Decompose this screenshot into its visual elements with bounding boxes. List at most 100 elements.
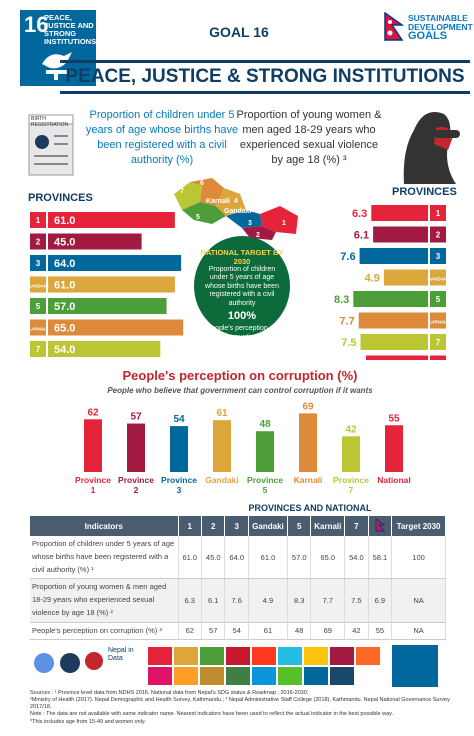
bar-right-value-0: 6.3 bbox=[352, 208, 367, 220]
corruption-value-7: 55 bbox=[388, 413, 400, 424]
map-label-7: 7 bbox=[180, 188, 184, 195]
bar-left-category-6: 7 bbox=[36, 345, 41, 354]
table-cell-0-8: 58.1 bbox=[368, 536, 393, 580]
bar-left-tab-6 bbox=[30, 341, 46, 357]
target-value2: 0% bbox=[234, 343, 250, 356]
goal-16-tile: 16 PEACE, JUSTICE AND STRONG INSTITUTION… bbox=[20, 10, 96, 86]
table-cell-1-0: Proportion of young women & men aged 18-… bbox=[30, 578, 179, 623]
corruption-bar-3 bbox=[213, 420, 231, 472]
page-title: PEACE, JUSTICE & STRONG INSTITUTIONS bbox=[60, 60, 470, 94]
partner-logos-row: Nepal in Data bbox=[30, 643, 440, 689]
bar-right-tab-1 bbox=[430, 226, 446, 243]
sdg-goal-tile-5 bbox=[252, 647, 276, 665]
corruption-category-2-1: 3 bbox=[177, 485, 182, 495]
corruption-chart: 62Province157Province254Province361Ganda… bbox=[75, 401, 411, 495]
sources-line3: Note : The data are not available with s… bbox=[30, 711, 394, 718]
bar-left-category-2: 3 bbox=[36, 259, 41, 268]
birth-registration-bars: 1 61.0 2 45.0 3 64.0 GANDAKI 61.0 5 57.0 KARNALI 65… bbox=[28, 212, 184, 357]
agency-logo-icon bbox=[85, 652, 103, 670]
sdg-goal-tile-14 bbox=[252, 667, 276, 685]
table-cell-2-0: People's perception on corruption (%) ³ bbox=[30, 622, 179, 641]
bar-right-tab-5 bbox=[430, 312, 446, 329]
corruption-category-5-0: Karnali bbox=[294, 475, 323, 485]
bar-left-tab-0 bbox=[30, 212, 46, 228]
corruption-chart-subtitle: People who believe that government can c… bbox=[107, 386, 373, 395]
table-cell-2-1: 62 bbox=[178, 622, 202, 641]
table-row: Proportion of young women & men aged 18-… bbox=[30, 578, 446, 623]
corruption-category-3-0: Gandaki bbox=[205, 475, 239, 485]
un-logo-icon bbox=[34, 653, 54, 673]
bar-left-5 bbox=[48, 319, 184, 336]
bar-left-tab-5 bbox=[30, 319, 46, 336]
table-header-1: 1 bbox=[178, 516, 202, 536]
bar-left-category-1: 2 bbox=[36, 238, 41, 247]
table-header-8 bbox=[368, 516, 393, 536]
table-row: Proportion of children under 5 years of … bbox=[30, 536, 446, 580]
table-cell-1-2: 6.1 bbox=[201, 578, 226, 623]
indicator-violence-text: Proportion of young women & men aged 18-… bbox=[236, 109, 382, 166]
birth-certificate-icon: BIRTH REGISTRATION bbox=[28, 114, 74, 176]
target-line2: People's perception on corruption bbox=[206, 325, 278, 341]
table-cell-2-7: 42 bbox=[344, 622, 369, 641]
goal-banner: GOAL 16 bbox=[209, 24, 269, 40]
bar-left-6 bbox=[48, 341, 161, 357]
corruption-category-1-1: 2 bbox=[134, 485, 139, 495]
sdg-goal-tile-7 bbox=[304, 647, 328, 665]
target-line1: Proportion of children under 5 years of … bbox=[205, 266, 279, 307]
map-label-5: 5 bbox=[196, 214, 200, 221]
birth-registration-label: BIRTH REGISTRATION bbox=[31, 116, 69, 128]
bar-right-4 bbox=[353, 291, 428, 307]
bar-right-value-3: 4.9 bbox=[365, 273, 380, 285]
goal-name: PEACE, JUSTICE AND STRONG INSTITUTIONS bbox=[44, 13, 97, 46]
bar-right-0 bbox=[371, 205, 428, 221]
goal16-small-tile bbox=[392, 645, 438, 687]
sources-line4: *This includes age from 15-49 and women … bbox=[30, 718, 146, 725]
bar-left-value-5: 65.0 bbox=[54, 323, 75, 335]
sexual-violence-bars: 1 6.3 2 6.1 3 7.6 GANDAKI 4.9 5 8.3 KARNALI 7.7 7 7.5… bbox=[334, 205, 449, 361]
corruption-category-2-0: Province bbox=[161, 475, 197, 485]
table-cell-1-3: 7.6 bbox=[224, 578, 249, 623]
sdg-goal-tile-4 bbox=[226, 647, 250, 665]
sdg-goal-tile-11 bbox=[174, 667, 198, 685]
table-cell-1-7: 7.5 bbox=[344, 578, 369, 623]
table-cell-0-0: Proportion of children under 5 years of … bbox=[30, 536, 179, 580]
corruption-value-3: 61 bbox=[216, 408, 228, 419]
table-cell-1-5: 8.3 bbox=[287, 578, 312, 623]
dove-gavel-icon bbox=[42, 52, 72, 80]
bar-right-category-4: 5 bbox=[436, 295, 441, 304]
corruption-value-2: 54 bbox=[173, 414, 185, 425]
corruption-bar-1 bbox=[127, 423, 145, 472]
corruption-value-5: 69 bbox=[302, 401, 314, 412]
bar-left-0 bbox=[48, 212, 175, 228]
corruption-value-1: 57 bbox=[130, 412, 142, 423]
sdg-goal-tile-10 bbox=[148, 667, 172, 685]
bar-right-value-1: 6.1 bbox=[354, 230, 369, 242]
bar-left-category-3: GANDAKI bbox=[28, 284, 49, 289]
corruption-category-4-0: Province bbox=[247, 475, 283, 485]
sdg-logo: SUSTAINABLE DEVELOPMENT GOALS bbox=[408, 14, 473, 42]
table-header-0: Indicators bbox=[30, 516, 179, 536]
corruption-category-0-0: Province bbox=[75, 475, 111, 485]
bar-left-2 bbox=[48, 255, 182, 271]
sdg-goal-tile-12 bbox=[200, 667, 224, 685]
corruption-category-1-0: Province bbox=[118, 475, 154, 485]
sdg-goal-tile-15 bbox=[278, 667, 302, 685]
sdg-goal-tile-13 bbox=[226, 667, 250, 685]
map-label-2: 2 bbox=[256, 232, 260, 239]
sources-line2: ²Ministry of Health (2017). Nepal Demogr… bbox=[30, 697, 450, 711]
corruption-category-7-0: National bbox=[377, 475, 411, 485]
bar-left-1 bbox=[48, 233, 142, 250]
bar-right-value-4: 8.3 bbox=[334, 294, 349, 306]
bar-right-value-7: 6.9 bbox=[347, 359, 362, 361]
govt-logo-icon bbox=[60, 653, 80, 673]
corruption-category-4-1: 5 bbox=[263, 485, 268, 495]
corruption-bar-0 bbox=[84, 419, 102, 472]
nepal-flag-icon bbox=[375, 518, 386, 532]
table-header-3: 3 bbox=[224, 516, 249, 536]
bar-left-tab-2 bbox=[30, 255, 46, 271]
bar-right-3 bbox=[383, 269, 428, 286]
table-cell-1-4: 4.9 bbox=[248, 578, 288, 623]
bar-right-tab-4 bbox=[430, 291, 446, 307]
bar-right-tab-2 bbox=[430, 248, 446, 264]
corruption-bar-5 bbox=[299, 413, 317, 472]
